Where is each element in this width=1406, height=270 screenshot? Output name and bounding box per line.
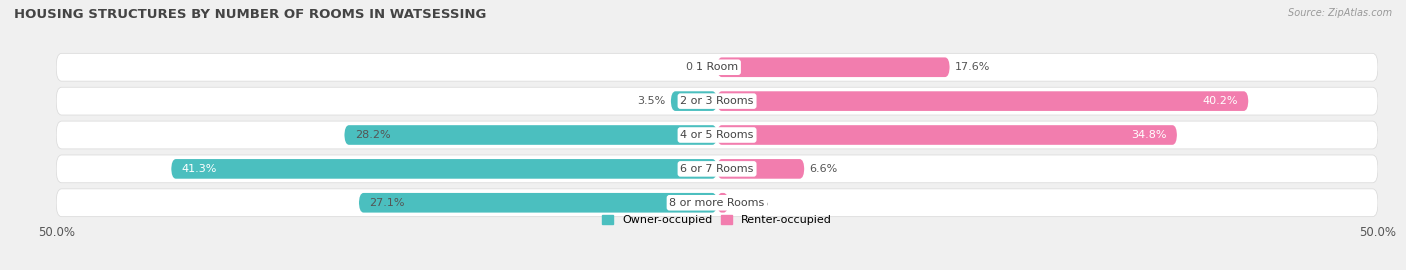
FancyBboxPatch shape	[717, 159, 804, 179]
Text: 6.6%: 6.6%	[810, 164, 838, 174]
Text: 1 Room: 1 Room	[696, 62, 738, 72]
Legend: Owner-occupied, Renter-occupied: Owner-occupied, Renter-occupied	[598, 210, 837, 230]
FancyBboxPatch shape	[56, 121, 1378, 149]
Text: 8 or more Rooms: 8 or more Rooms	[669, 198, 765, 208]
FancyBboxPatch shape	[671, 91, 717, 111]
Text: 0.85%: 0.85%	[734, 198, 769, 208]
Text: 17.6%: 17.6%	[955, 62, 990, 72]
Text: 40.2%: 40.2%	[1202, 96, 1237, 106]
FancyBboxPatch shape	[56, 87, 1378, 115]
FancyBboxPatch shape	[359, 193, 717, 212]
FancyBboxPatch shape	[717, 91, 1249, 111]
Text: 0.0%: 0.0%	[685, 62, 713, 72]
Text: Source: ZipAtlas.com: Source: ZipAtlas.com	[1288, 8, 1392, 18]
FancyBboxPatch shape	[344, 125, 717, 145]
Text: HOUSING STRUCTURES BY NUMBER OF ROOMS IN WATSESSING: HOUSING STRUCTURES BY NUMBER OF ROOMS IN…	[14, 8, 486, 21]
Text: 41.3%: 41.3%	[181, 164, 217, 174]
Text: 3.5%: 3.5%	[637, 96, 665, 106]
FancyBboxPatch shape	[717, 193, 728, 212]
Text: 4 or 5 Rooms: 4 or 5 Rooms	[681, 130, 754, 140]
FancyBboxPatch shape	[172, 159, 717, 179]
Text: 6 or 7 Rooms: 6 or 7 Rooms	[681, 164, 754, 174]
FancyBboxPatch shape	[56, 189, 1378, 217]
Text: 2 or 3 Rooms: 2 or 3 Rooms	[681, 96, 754, 106]
Text: 28.2%: 28.2%	[354, 130, 391, 140]
FancyBboxPatch shape	[56, 155, 1378, 183]
FancyBboxPatch shape	[717, 58, 949, 77]
FancyBboxPatch shape	[56, 53, 1378, 81]
Text: 34.8%: 34.8%	[1130, 130, 1167, 140]
FancyBboxPatch shape	[717, 125, 1177, 145]
Text: 27.1%: 27.1%	[370, 198, 405, 208]
